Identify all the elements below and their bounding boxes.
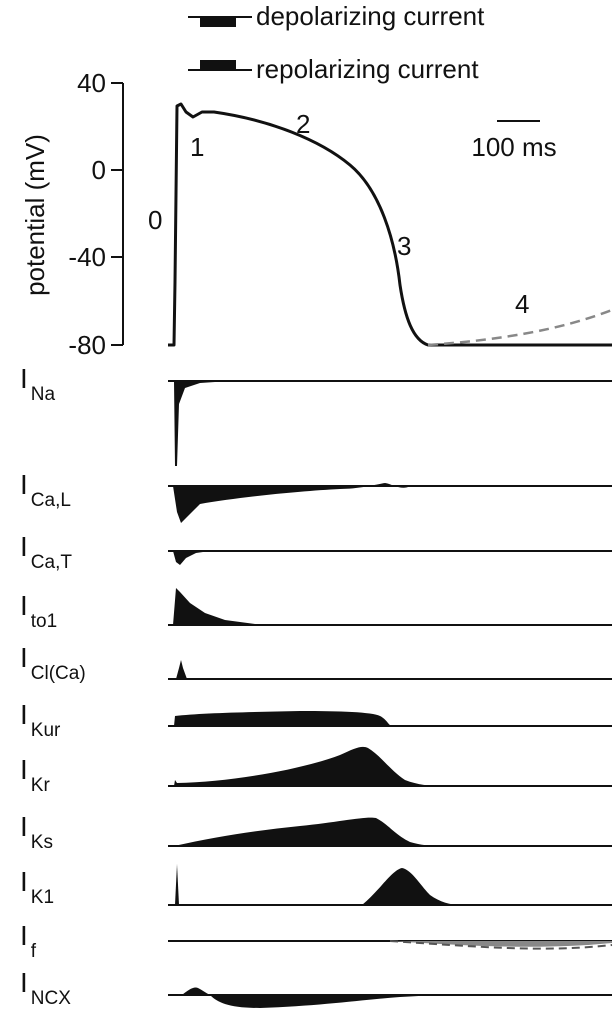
current-label-ikur: IKur xyxy=(20,699,61,741)
current-label-ikr: IKr xyxy=(20,754,50,796)
current-label-icat: ICa,T xyxy=(20,531,72,573)
current-trace-iks xyxy=(168,817,612,847)
phase-label-4: 4 xyxy=(515,289,529,319)
pacemaker-dashed-trace xyxy=(427,308,613,347)
phase-label-0: 0 xyxy=(148,205,162,235)
current-label-ito1: Ito1 xyxy=(20,590,57,632)
current-trace-ito1 xyxy=(168,588,612,626)
ytick-label: -40 xyxy=(68,242,106,272)
scale-bar-label: 100 ms xyxy=(471,132,556,162)
current-labels: INa ICa,L ICa,T Ito1 ICl(Ca) IKur IKr IK… xyxy=(20,363,86,1009)
action-potential-panel: potential (mV) 40 0 -40 -80 100 ms 0 1 2… xyxy=(20,68,613,360)
current-trace-ikr xyxy=(168,746,612,787)
y-axis-label: potential (mV) xyxy=(20,134,50,296)
current-label-incx: INCX xyxy=(20,967,71,1009)
current-label-ical: ICa,L xyxy=(20,469,71,511)
current-label-iks: IKs xyxy=(20,811,53,853)
ytick-label: -80 xyxy=(68,330,106,360)
ytick-label: 40 xyxy=(77,68,106,98)
current-trace-iclca xyxy=(168,660,612,680)
current-trace-ikur xyxy=(168,711,612,727)
current-label-ina: INa xyxy=(20,363,56,405)
scale-bar: 100 ms xyxy=(471,120,557,162)
current-trace-ina xyxy=(168,380,612,466)
y-ticks xyxy=(111,82,123,346)
ionic-current-traces: INa ICa,L ICa,T Ito1 ICl(Ca) IKur IKr IK… xyxy=(20,363,613,1009)
current-label-ik1: IK1 xyxy=(20,866,54,908)
current-trace-icat xyxy=(168,550,612,565)
current-trace-ik1 xyxy=(168,864,612,906)
current-trace-if xyxy=(168,940,613,950)
repolarizing-legend-glyph xyxy=(188,60,252,71)
legend-repolarizing-label: repolarizing current xyxy=(256,54,479,84)
legend: depolarizing current repolarizing curren… xyxy=(188,1,485,84)
current-trace-ical xyxy=(168,483,612,523)
phase-label-1: 1 xyxy=(190,132,204,162)
action-potential-trace xyxy=(168,102,612,347)
legend-depolarizing-label: depolarizing current xyxy=(256,1,485,31)
current-label-if: If xyxy=(20,920,37,962)
current-trace-incx xyxy=(168,987,612,1008)
current-label-iclca: ICl(Ca) xyxy=(20,642,86,684)
ytick-label: 0 xyxy=(92,155,106,185)
phase-label-2: 2 xyxy=(296,109,310,139)
phase-label-3: 3 xyxy=(397,231,411,261)
depolarizing-legend-glyph xyxy=(188,16,252,27)
